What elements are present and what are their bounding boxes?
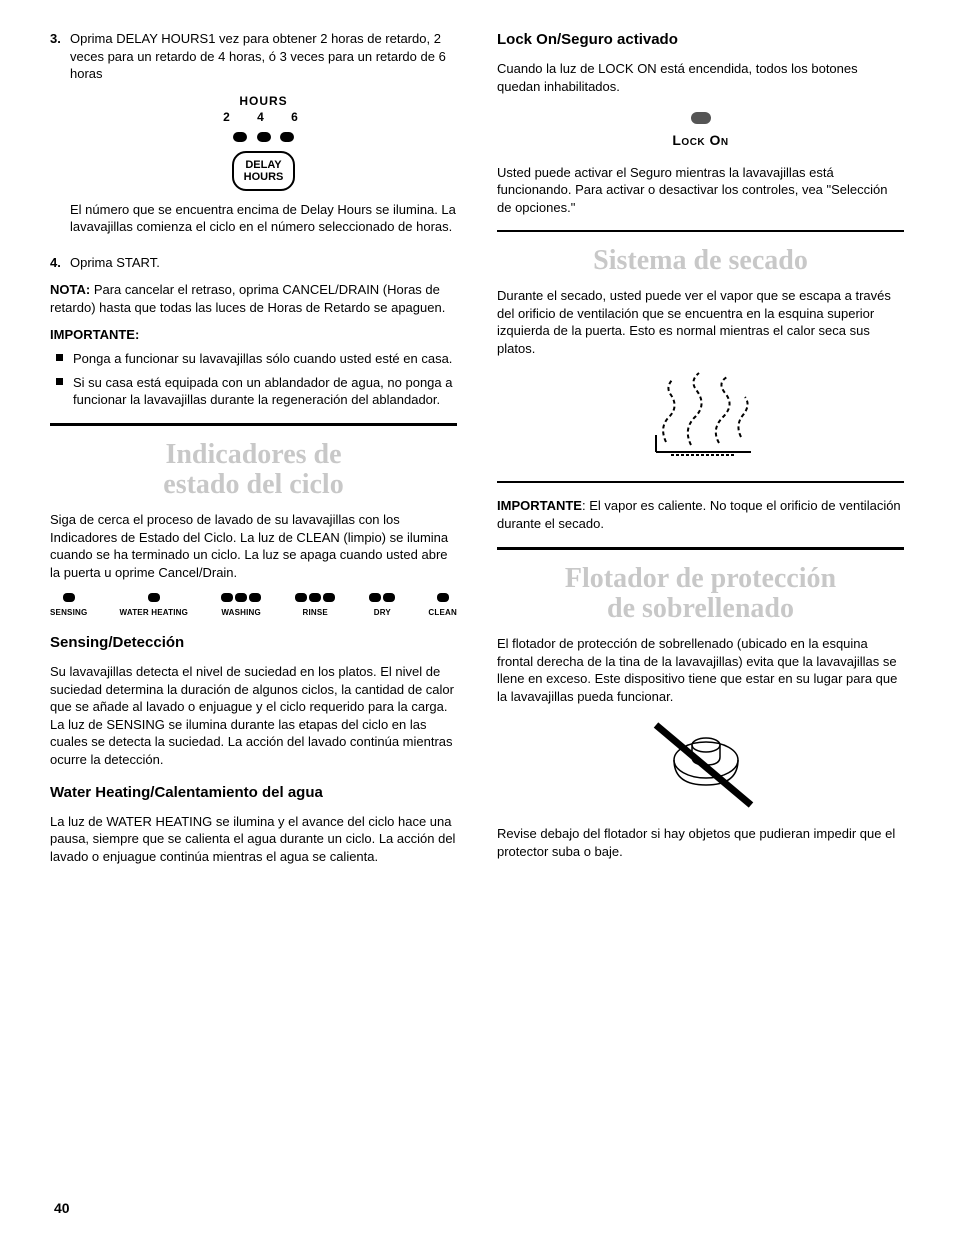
importante-label: IMPORTANTE: bbox=[50, 326, 457, 344]
delay-hours-diagram: HOURS 2 4 6 DELAY HOURS bbox=[70, 93, 457, 191]
title-line1: Flotador de protección bbox=[565, 563, 836, 594]
square-bullet-icon bbox=[56, 378, 63, 385]
delay-label-2: HOURS bbox=[244, 171, 284, 183]
importante-label: IMPORTANTE bbox=[497, 498, 582, 513]
item3-text: Oprima DELAY HOURS1 vez para obtener 2 h… bbox=[70, 30, 457, 83]
hours-numbers: 2 4 6 bbox=[76, 109, 457, 125]
indicator-label: CLEAN bbox=[428, 608, 457, 619]
led-icon bbox=[323, 593, 335, 602]
indicator-cell: RINSE bbox=[294, 593, 336, 619]
bullet-text: Ponga a funcionar su lavavajillas sólo c… bbox=[73, 350, 452, 368]
led-icon bbox=[148, 593, 160, 602]
led-icon bbox=[437, 593, 449, 602]
hours-label: HOURS bbox=[70, 93, 457, 109]
page-number: 40 bbox=[54, 1199, 70, 1218]
indicator-label: RINSE bbox=[294, 608, 336, 619]
right-column: Lock On/Seguro activado Cuando la luz de… bbox=[497, 30, 904, 875]
nota-paragraph: NOTA: Para cancelar el retraso, oprima C… bbox=[50, 281, 457, 316]
delay-hours-button-graphic: DELAY HOURS bbox=[232, 151, 296, 191]
nota-label: NOTA: bbox=[50, 282, 90, 297]
led-icon bbox=[280, 132, 294, 142]
led-icon bbox=[235, 593, 247, 602]
indicadores-title: Indicadores de estado del ciclo bbox=[50, 440, 457, 502]
led-row bbox=[70, 129, 457, 147]
indicator-cell: WASHING bbox=[220, 593, 262, 619]
indicator-cell: CLEAN bbox=[428, 593, 457, 619]
water-heating-text: La luz de WATER HEATING se ilumina y el … bbox=[50, 813, 457, 866]
led-icon bbox=[63, 593, 75, 602]
bullet-item: Ponga a funcionar su lavavajillas sólo c… bbox=[50, 350, 457, 368]
section-divider bbox=[50, 423, 457, 426]
led-icon bbox=[221, 593, 233, 602]
indicator-label: DRY bbox=[368, 608, 396, 619]
section-divider bbox=[497, 547, 904, 550]
bullet-item: Si su casa está equipada con un ablandad… bbox=[50, 374, 457, 409]
item4-text: Oprima START. bbox=[70, 254, 457, 272]
indicator-label: WASHING bbox=[220, 608, 262, 619]
indicator-label: WATER HEATING bbox=[120, 608, 189, 619]
title-line1: Indicadores de bbox=[165, 439, 341, 470]
indicator-cell: WATER HEATING bbox=[120, 593, 189, 619]
title-line2: estado del ciclo bbox=[163, 469, 343, 500]
water-heating-title: Water Heating/Calentamiento del agua bbox=[50, 783, 457, 803]
list-number: 3. bbox=[50, 30, 70, 246]
sensing-title: Sensing/Detección bbox=[50, 633, 457, 653]
indicator-label: SENSING bbox=[50, 608, 87, 619]
secado-importante: IMPORTANTE: El vapor es caliente. No toq… bbox=[497, 497, 904, 532]
list-number: 4. bbox=[50, 254, 70, 272]
indicator-cell: DRY bbox=[368, 593, 396, 619]
sensing-text: Su lavavajillas detecta el nivel de suci… bbox=[50, 663, 457, 768]
led-icon bbox=[369, 593, 381, 602]
secado-title: Sistema de secado bbox=[497, 246, 904, 277]
left-column: 3. Oprima DELAY HOURS1 vez para obtener … bbox=[50, 30, 457, 875]
square-bullet-icon bbox=[56, 354, 63, 361]
lock-on-p1: Cuando la luz de LOCK ON está encendida,… bbox=[497, 60, 904, 95]
title-line2: de sobrellenado bbox=[607, 593, 794, 624]
led-icon bbox=[257, 132, 271, 142]
led-icon bbox=[383, 593, 395, 602]
indicadores-paragraph: Siga de cerca el proceso de lavado de su… bbox=[50, 511, 457, 581]
list-item-3: 3. Oprima DELAY HOURS1 vez para obtener … bbox=[50, 30, 457, 246]
led-icon bbox=[295, 593, 307, 602]
flotador-title: Flotador de protección de sobrellenado bbox=[497, 564, 904, 626]
delay-label-1: DELAY bbox=[244, 159, 284, 171]
float-icon bbox=[636, 715, 766, 815]
after-delay-text: El número que se encuentra encima de Del… bbox=[70, 201, 457, 236]
nota-text: Para cancelar el retraso, oprima CANCEL/… bbox=[50, 282, 445, 315]
steam-icon bbox=[631, 367, 771, 467]
bullet-text: Si su casa está equipada con un ablandad… bbox=[73, 374, 457, 409]
lock-on-led-icon bbox=[691, 112, 711, 124]
importante-bullets: Ponga a funcionar su lavavajillas sólo c… bbox=[50, 350, 457, 409]
flotador-p1: El flotador de protección de sobrellenad… bbox=[497, 635, 904, 705]
led-icon bbox=[249, 593, 261, 602]
led-icon bbox=[233, 132, 247, 142]
lock-on-label: Lock On bbox=[497, 131, 904, 150]
lock-on-diagram: Lock On bbox=[497, 111, 904, 149]
section-divider bbox=[497, 481, 904, 483]
indicator-row: SENSING WATER HEATING WASHING RINSE DRY CLEAN bbox=[50, 593, 457, 619]
list-item-4: 4. Oprima START. bbox=[50, 254, 457, 272]
lock-on-p2: Usted puede activar el Seguro mientras l… bbox=[497, 164, 904, 217]
section-divider bbox=[497, 230, 904, 232]
indicator-cell: SENSING bbox=[50, 593, 87, 619]
lock-on-title: Lock On/Seguro activado bbox=[497, 30, 904, 50]
flotador-p2: Revise debajo del flotador si hay objeto… bbox=[497, 825, 904, 860]
led-icon bbox=[309, 593, 321, 602]
secado-p1: Durante el secado, usted puede ver el va… bbox=[497, 287, 904, 357]
